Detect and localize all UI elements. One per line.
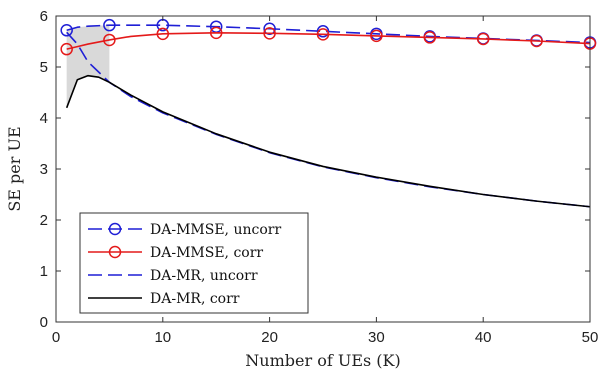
data-point-da-mmse-uncorr — [316, 25, 330, 38]
x-tick-label: 0 — [52, 329, 60, 346]
y-tick-label: 5 — [40, 59, 48, 76]
legend-items: DA-MMSE, uncorr DA-MMSE, corr DA-MR, uncor… — [88, 222, 281, 307]
legend-label: DA-MR, corr — [150, 291, 240, 307]
legend-marker — [108, 222, 122, 236]
x-tick-label: 10 — [154, 329, 171, 346]
x-tick-label: 50 — [582, 329, 599, 346]
shaded-band — [66, 25, 110, 108]
data-point-da-mmse-uncorr — [263, 22, 276, 35]
y-tick-label: 6 — [40, 8, 48, 25]
data-point-da-mmse-corr — [476, 32, 490, 46]
series-line-da-mmse-uncorr — [66, 24, 591, 44]
legend-label: DA-MMSE, corr — [150, 245, 263, 261]
data-point-da-mmse-corr — [103, 33, 116, 47]
legend-item-da-mmse-corr: DA-MMSE, corr — [88, 245, 263, 261]
series-line-da-mr-uncorr — [66, 31, 591, 208]
legend-item-da-mr-uncorr: DA-MR, uncorr — [88, 268, 258, 284]
legend-label: DA-MMSE, uncorr — [150, 222, 281, 238]
series-da-mr-uncorr — [66, 31, 591, 208]
series-da-mr-corr — [65, 74, 591, 208]
data-point-da-mmse-uncorr — [103, 18, 116, 32]
y-tick-label: 4 — [40, 110, 48, 127]
legend: DA-MMSE, uncorr DA-MMSE, corr DA-MR, uncor… — [79, 212, 309, 314]
series-line-da-mr-corr — [65, 74, 591, 208]
legend-item-da-mr-corr: DA-MR, corr — [88, 291, 240, 307]
y-tick-label: 1 — [40, 263, 48, 280]
shaded-band-layer — [66, 25, 110, 108]
legend-label: DA-MR, uncorr — [150, 268, 258, 284]
data-point-da-mmse-corr — [316, 28, 330, 41]
x-tick-label: 30 — [368, 329, 385, 346]
data-point-da-mmse-corr — [423, 31, 437, 44]
y-tick-label: 2 — [40, 212, 48, 229]
x-axis-label: Number of UEs (K) — [245, 351, 400, 370]
legend-marker — [108, 245, 122, 259]
series-line-da-mmse-corr — [66, 32, 591, 50]
data-point-da-mmse-corr — [263, 27, 276, 40]
data-point-da-mmse-corr — [370, 29, 383, 43]
series-da-mmse-corr — [60, 26, 597, 56]
y-tick-label: 0 — [40, 314, 48, 331]
y-tick-label: 3 — [40, 161, 48, 178]
y-axis-label: SE per UE — [5, 126, 24, 211]
data-point-da-mmse-corr — [60, 42, 73, 56]
series-layer — [60, 18, 597, 208]
data-point-da-mmse-corr — [530, 34, 543, 48]
x-tick-label: 40 — [475, 329, 492, 346]
data-point-da-mmse-corr — [156, 27, 170, 41]
legend-item-da-mmse-uncorr: DA-MMSE, uncorr — [88, 222, 281, 238]
tick-layer: 0 10 20 30 40 50 0 1 2 3 4 5 6 — [40, 8, 599, 346]
x-tick-label: 20 — [261, 329, 278, 346]
data-point-da-mmse-corr — [209, 26, 223, 40]
data-point-da-mmse-uncorr — [60, 24, 73, 37]
